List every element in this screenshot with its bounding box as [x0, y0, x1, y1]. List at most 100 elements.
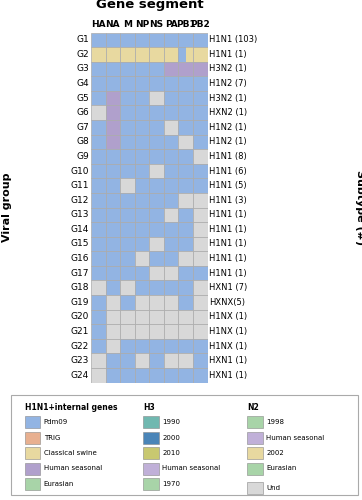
Bar — [149, 106, 164, 120]
Bar — [91, 120, 106, 134]
Text: G4: G4 — [77, 79, 89, 88]
Bar — [164, 193, 178, 208]
Bar — [120, 178, 135, 193]
Bar — [164, 236, 178, 251]
Bar — [149, 91, 164, 106]
Bar — [164, 120, 178, 134]
Bar — [193, 193, 208, 208]
Text: G6: G6 — [76, 108, 89, 117]
Bar — [149, 280, 164, 295]
Bar — [178, 280, 193, 295]
Text: 2010: 2010 — [162, 450, 180, 456]
Bar — [135, 295, 149, 310]
Bar — [193, 310, 208, 324]
Bar — [149, 208, 164, 222]
Bar — [164, 339, 178, 353]
Bar — [178, 178, 193, 193]
Bar — [164, 354, 178, 368]
Text: HXN1 (1): HXN1 (1) — [209, 370, 248, 380]
Bar — [178, 251, 193, 266]
Text: H1N1+internal genes: H1N1+internal genes — [25, 402, 117, 411]
Bar — [149, 47, 164, 62]
Bar — [164, 295, 178, 310]
Bar — [120, 106, 135, 120]
Bar — [193, 134, 208, 149]
Text: H3: H3 — [143, 402, 155, 411]
Bar — [135, 134, 149, 149]
Text: 2002: 2002 — [266, 450, 284, 456]
Bar — [135, 47, 149, 62]
Bar — [106, 32, 120, 47]
Text: G7: G7 — [76, 123, 89, 132]
Bar — [164, 324, 178, 339]
Bar — [149, 339, 164, 353]
Bar — [120, 266, 135, 280]
Text: G18: G18 — [71, 283, 89, 292]
Text: 1990: 1990 — [162, 419, 180, 425]
Text: H1N1 (1): H1N1 (1) — [209, 240, 247, 248]
Bar — [164, 222, 178, 236]
Text: G15: G15 — [71, 240, 89, 248]
Bar — [135, 280, 149, 295]
Text: G3: G3 — [76, 64, 89, 74]
Bar — [120, 193, 135, 208]
Bar — [120, 251, 135, 266]
Bar — [106, 178, 120, 193]
Bar — [120, 310, 135, 324]
Bar — [164, 134, 178, 149]
Bar — [120, 222, 135, 236]
Bar — [106, 193, 120, 208]
Bar — [164, 280, 178, 295]
Text: HA: HA — [91, 20, 106, 29]
Bar — [106, 280, 120, 295]
Bar — [164, 149, 178, 164]
Bar — [120, 295, 135, 310]
Bar — [178, 222, 193, 236]
Text: G17: G17 — [71, 268, 89, 278]
Bar — [193, 280, 208, 295]
Bar — [178, 324, 193, 339]
Bar — [193, 354, 208, 368]
Text: H1N1 (6): H1N1 (6) — [209, 166, 247, 175]
Text: Und: Und — [266, 485, 280, 491]
Text: H1NX (1): H1NX (1) — [209, 327, 248, 336]
Text: Eurasian: Eurasian — [266, 466, 297, 471]
Bar — [120, 339, 135, 353]
Bar — [106, 106, 120, 120]
Bar — [164, 106, 178, 120]
Bar — [120, 62, 135, 76]
Bar — [135, 251, 149, 266]
Bar — [149, 62, 164, 76]
Bar — [193, 236, 208, 251]
Bar — [193, 120, 208, 134]
Bar — [164, 368, 178, 382]
Bar — [178, 91, 193, 106]
Bar — [164, 76, 178, 91]
Text: TRIG: TRIG — [44, 434, 60, 440]
Text: HXNX(5): HXNX(5) — [209, 298, 245, 307]
Bar — [91, 208, 106, 222]
Text: G22: G22 — [71, 342, 89, 350]
Bar — [135, 193, 149, 208]
Bar — [106, 120, 120, 134]
Bar — [149, 236, 164, 251]
Bar — [149, 266, 164, 280]
Bar — [178, 354, 193, 368]
Text: G20: G20 — [71, 312, 89, 322]
Bar — [149, 295, 164, 310]
Bar — [120, 236, 135, 251]
Text: G21: G21 — [71, 327, 89, 336]
Bar — [91, 266, 106, 280]
Bar — [149, 354, 164, 368]
Text: 1998: 1998 — [266, 419, 284, 425]
Text: HXN1 (1): HXN1 (1) — [209, 356, 248, 365]
Bar — [178, 368, 193, 382]
Text: Classical swine: Classical swine — [44, 450, 97, 456]
Text: H1N2 (1): H1N2 (1) — [209, 138, 247, 146]
Text: G23: G23 — [71, 356, 89, 365]
Bar — [149, 164, 164, 178]
Bar — [149, 251, 164, 266]
Bar — [135, 310, 149, 324]
Bar — [135, 208, 149, 222]
Text: NA: NA — [106, 20, 120, 29]
